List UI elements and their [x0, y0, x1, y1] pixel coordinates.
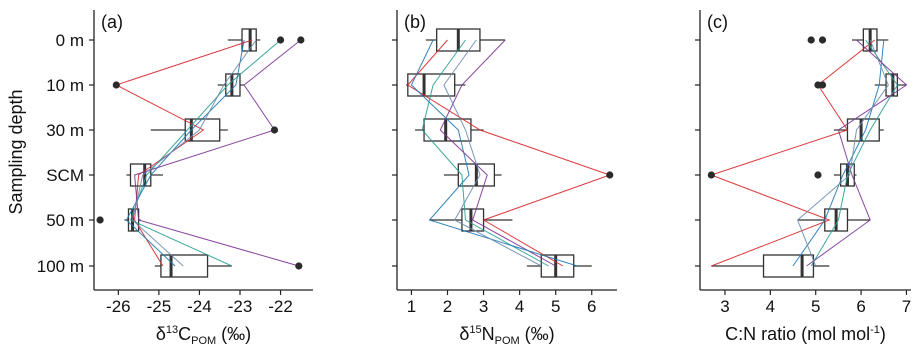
panel-label: (a) — [101, 12, 123, 32]
x-tick-label: -25 — [147, 297, 172, 316]
outlier-point — [112, 81, 120, 89]
outlier-point — [818, 36, 827, 44]
outlier-point — [707, 171, 715, 179]
series-line-1 — [407, 39, 612, 267]
x-axis-title-sub: POM — [495, 335, 520, 347]
x-tick-label: -24 — [187, 297, 212, 316]
x-tick-label: 5 — [551, 297, 560, 316]
panel-1: -26 -25 -24 -23 -22 (a) δ13CPOM (‰) — [89, 10, 313, 347]
x-axis-title-base: N — [482, 324, 495, 344]
outlier-point — [807, 36, 815, 44]
y-tick-label: SCM — [46, 166, 84, 185]
x-axis-title-sup: 13 — [166, 324, 178, 336]
series-line-1 — [709, 39, 876, 267]
series-line-4 — [410, 39, 578, 267]
outlier-point — [96, 216, 104, 224]
series-line-5 — [443, 39, 542, 267]
x-tick-label: 1 — [407, 297, 416, 316]
x-axis-title-sup: -1 — [870, 324, 880, 336]
series-line-2 — [129, 39, 281, 267]
x-axis-title: δ13CPOM (‰) — [156, 324, 251, 347]
box — [423, 118, 472, 142]
x-axis-title-unit: (‰) — [216, 324, 251, 344]
x-axis-title-main: δ — [156, 324, 166, 344]
x-tick-label: 7 — [902, 297, 911, 316]
outlier-point — [606, 171, 614, 179]
x-axis-title-sub: POM — [191, 335, 216, 347]
x-tick-label: 6 — [587, 297, 596, 316]
panel-label: (b) — [404, 12, 426, 32]
x-axis-title-main: δ — [459, 324, 469, 344]
y-tick-label: 30 m — [46, 121, 84, 140]
box — [540, 254, 575, 278]
series-line-3 — [134, 39, 302, 267]
x-tick-label: 2 — [443, 297, 452, 316]
box — [762, 254, 815, 278]
x-tick-label: 3 — [479, 297, 488, 316]
y-tick-label: 10 m — [46, 76, 84, 95]
x-tick-label: -26 — [106, 297, 131, 316]
x-axis-title: C:N ratio (mol mol-1) — [725, 324, 886, 344]
outlier-point — [814, 171, 822, 179]
x-axis-title-main: C:N ratio (mol mol — [725, 324, 870, 344]
outlier-point — [297, 36, 305, 44]
x-tick-label: 6 — [856, 297, 865, 316]
x-axis-title-unit: (‰) — [520, 324, 555, 344]
box — [160, 254, 209, 278]
x-tick-label: -22 — [268, 297, 293, 316]
y-axis-title: Sampling depth — [6, 89, 26, 214]
y-tick-label: 0 m — [56, 31, 84, 50]
series-line-3 — [439, 39, 556, 267]
outlier-point — [270, 126, 279, 134]
x-axis-title-base: C — [178, 324, 191, 344]
panel-label: (c) — [707, 12, 728, 32]
series-line-3 — [806, 39, 908, 267]
panel-3: 3 4 5 6 7 (c) C:N ratio (mol mol-1) — [695, 10, 911, 344]
panel-2: 1 2 3 4 5 6 (b) δ15NPOM (‰) — [392, 10, 617, 347]
y-tick-label: 100 m — [37, 257, 84, 276]
series-line-5 — [131, 39, 257, 267]
x-tick-label: -23 — [228, 297, 253, 316]
x-tick-label: 5 — [811, 297, 820, 316]
series-line-2 — [810, 39, 898, 267]
x-tick-label: 4 — [515, 297, 524, 316]
outlier-point — [295, 262, 303, 270]
x-axis-title-tail: ) — [880, 324, 886, 344]
series-line-4 — [792, 39, 885, 267]
series-line-5 — [797, 39, 889, 267]
outlier-point — [818, 81, 827, 89]
outlier-point — [276, 36, 285, 44]
x-tick-label: 4 — [766, 297, 775, 316]
series-line-2 — [421, 39, 549, 267]
x-axis-title-sup: 15 — [469, 324, 481, 336]
y-tick-label: 50 m — [46, 211, 84, 230]
x-tick-label: 3 — [720, 297, 729, 316]
x-axis-title: δ15NPOM (‰) — [459, 324, 554, 347]
